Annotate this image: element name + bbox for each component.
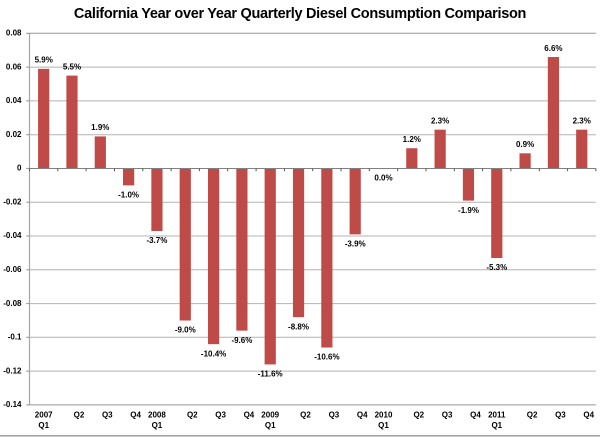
svg-text:Q1: Q1 (38, 421, 49, 430)
svg-text:-0.14: -0.14 (3, 400, 22, 409)
svg-text:Q1: Q1 (152, 421, 163, 430)
svg-text:Q3: Q3 (102, 411, 113, 420)
svg-text:6.6%: 6.6% (544, 44, 562, 53)
svg-text:Q1: Q1 (265, 421, 276, 430)
svg-text:0.0%: 0.0% (374, 174, 392, 183)
svg-text:Q4: Q4 (583, 411, 594, 420)
svg-text:0.08: 0.08 (6, 29, 22, 38)
svg-text:Q4: Q4 (130, 411, 141, 420)
svg-text:-10.4%: -10.4% (201, 349, 226, 358)
svg-text:5.9%: 5.9% (35, 56, 53, 65)
svg-text:Q4: Q4 (470, 411, 481, 420)
svg-text:1.9%: 1.9% (91, 123, 109, 132)
svg-text:0.04: 0.04 (6, 96, 22, 105)
svg-text:0.9%: 0.9% (516, 140, 534, 149)
svg-text:5.5%: 5.5% (63, 62, 81, 71)
svg-text:-11.6%: -11.6% (258, 370, 283, 379)
svg-text:-9.0%: -9.0% (175, 326, 196, 335)
svg-text:Q1: Q1 (491, 421, 502, 430)
svg-text:-0.04: -0.04 (3, 231, 22, 240)
svg-text:-1.0%: -1.0% (118, 191, 139, 200)
svg-text:Q3: Q3 (329, 411, 340, 420)
svg-text:-3.7%: -3.7% (146, 236, 167, 245)
svg-text:Q2: Q2 (413, 411, 424, 420)
svg-text:Q2: Q2 (300, 411, 311, 420)
svg-text:-9.6%: -9.6% (231, 336, 252, 345)
svg-text:-8.8%: -8.8% (288, 322, 309, 331)
svg-text:Q4: Q4 (244, 411, 255, 420)
svg-text:-1.9%: -1.9% (458, 206, 479, 215)
svg-text:1.2%: 1.2% (403, 135, 421, 144)
svg-text:2.3%: 2.3% (431, 117, 449, 126)
svg-text:2008: 2008 (148, 411, 166, 420)
svg-text:0: 0 (17, 164, 22, 173)
svg-text:-5.3%: -5.3% (486, 263, 507, 272)
svg-text:Q3: Q3 (555, 411, 566, 420)
svg-text:Q2: Q2 (527, 411, 538, 420)
svg-text:-0.02: -0.02 (3, 197, 22, 206)
svg-text:Q3: Q3 (215, 411, 226, 420)
svg-text:Q4: Q4 (357, 411, 368, 420)
svg-text:Q2: Q2 (74, 411, 85, 420)
svg-text:2011: 2011 (488, 411, 506, 420)
svg-text:-0.1: -0.1 (8, 333, 22, 342)
svg-text:Q2: Q2 (187, 411, 198, 420)
svg-text:-10.6%: -10.6% (314, 353, 339, 362)
svg-text:2007: 2007 (35, 411, 53, 420)
svg-text:California Year over Year Quar: California Year over Year Quarterly Dies… (74, 6, 526, 22)
svg-text:-3.9%: -3.9% (345, 240, 366, 249)
svg-text:-0.08: -0.08 (3, 299, 22, 308)
svg-text:2009: 2009 (261, 411, 279, 420)
svg-text:Q1: Q1 (378, 421, 389, 430)
svg-text:0.02: 0.02 (6, 130, 22, 139)
svg-text:2.3%: 2.3% (573, 117, 591, 126)
svg-text:Q3: Q3 (442, 411, 453, 420)
svg-text:-0.12: -0.12 (3, 366, 22, 375)
svg-text:-0.06: -0.06 (3, 265, 22, 274)
svg-text:2010: 2010 (375, 411, 393, 420)
svg-text:0.06: 0.06 (6, 62, 22, 71)
